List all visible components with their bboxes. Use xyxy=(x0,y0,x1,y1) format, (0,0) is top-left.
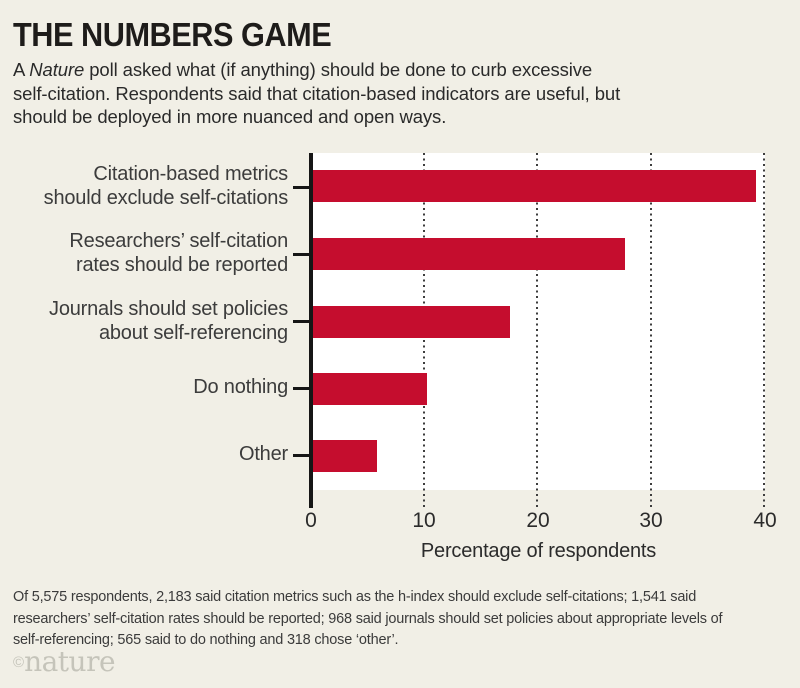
x-tick-0: 0 xyxy=(305,509,317,532)
gridline-30 xyxy=(650,153,652,508)
x-tick-10: 10 xyxy=(412,509,436,532)
subtitle-line-1: A Nature poll asked what (if anything) s… xyxy=(13,59,593,80)
chart-subtitle: A Nature poll asked what (if anything) s… xyxy=(13,58,620,129)
bar-2 xyxy=(313,306,510,338)
subtitle-line-2: self-citation. Respondents said that cit… xyxy=(13,82,621,104)
nature-wordmark: nature xyxy=(24,645,116,678)
nature-logo: ©nature xyxy=(13,645,116,678)
category-label-4: Other xyxy=(238,443,288,465)
bar-0 xyxy=(313,170,756,202)
footnote-line-2: researchers’ self-citation rates should … xyxy=(13,610,723,627)
footnote: Of 5,575 respondents, 2,183 said citatio… xyxy=(13,587,723,652)
bar-1 xyxy=(313,238,625,270)
category-tick-3 xyxy=(293,387,310,390)
copyright-icon: © xyxy=(13,654,25,671)
bar-3 xyxy=(313,373,427,405)
category-label-1: Researchers’ self-citation rates should … xyxy=(69,230,288,276)
y-axis-line xyxy=(309,153,313,508)
category-label-2: Journals should set policies about self-… xyxy=(49,298,288,344)
category-tick-0 xyxy=(293,186,310,189)
footnote-line-3: self-referencing; 565 said to do nothing… xyxy=(13,632,399,649)
gridline-40 xyxy=(763,153,765,508)
x-axis-label: Percentage of respondents xyxy=(420,540,657,562)
category-label-0: Citation-based metrics should exclude se… xyxy=(43,163,289,209)
subtitle-line-3: should be deployed in more nuanced and o… xyxy=(13,106,447,127)
x-tick-40: 40 xyxy=(753,509,777,532)
x-tick-20: 20 xyxy=(526,509,550,532)
page-title: THE NUMBERS GAME xyxy=(13,16,332,53)
x-tick-30: 30 xyxy=(639,509,663,532)
category-tick-2 xyxy=(293,320,310,323)
footnote-line-1: Of 5,575 respondents, 2,183 said citatio… xyxy=(13,589,697,605)
category-label-3: Do nothing xyxy=(193,376,288,398)
gridline-20 xyxy=(536,153,538,508)
bar-4 xyxy=(313,440,377,472)
category-tick-4 xyxy=(293,454,310,457)
category-tick-1 xyxy=(293,253,310,256)
nature-italic-word: Nature xyxy=(29,59,85,80)
